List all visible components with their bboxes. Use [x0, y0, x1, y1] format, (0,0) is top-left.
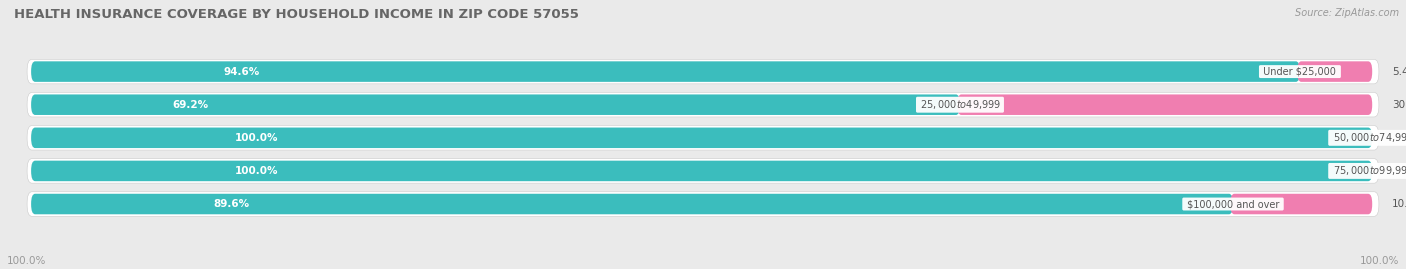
FancyBboxPatch shape — [27, 159, 1379, 183]
Text: $25,000 to $49,999: $25,000 to $49,999 — [918, 98, 1002, 111]
FancyBboxPatch shape — [957, 94, 1372, 115]
FancyBboxPatch shape — [1230, 194, 1372, 214]
FancyBboxPatch shape — [31, 194, 1233, 214]
FancyBboxPatch shape — [31, 161, 1372, 181]
Text: 100.0%: 100.0% — [235, 133, 278, 143]
Text: $75,000 to $99,999: $75,000 to $99,999 — [1330, 164, 1406, 178]
FancyBboxPatch shape — [1298, 61, 1372, 82]
Text: HEALTH INSURANCE COVERAGE BY HOUSEHOLD INCOME IN ZIP CODE 57055: HEALTH INSURANCE COVERAGE BY HOUSEHOLD I… — [14, 8, 579, 21]
FancyBboxPatch shape — [27, 93, 1379, 117]
Text: Under $25,000: Under $25,000 — [1260, 67, 1340, 77]
Text: 89.6%: 89.6% — [214, 199, 250, 209]
FancyBboxPatch shape — [31, 94, 960, 115]
Text: 10.4%: 10.4% — [1392, 199, 1406, 209]
FancyBboxPatch shape — [31, 128, 1372, 148]
Text: 100.0%: 100.0% — [235, 166, 278, 176]
FancyBboxPatch shape — [27, 59, 1379, 84]
Text: 94.6%: 94.6% — [224, 67, 260, 77]
Text: Source: ZipAtlas.com: Source: ZipAtlas.com — [1295, 8, 1399, 18]
Text: 30.8%: 30.8% — [1392, 100, 1406, 110]
Text: 5.4%: 5.4% — [1392, 67, 1406, 77]
Text: $100,000 and over: $100,000 and over — [1184, 199, 1282, 209]
Text: $50,000 to $74,999: $50,000 to $74,999 — [1330, 131, 1406, 144]
Text: 69.2%: 69.2% — [173, 100, 209, 110]
Text: 100.0%: 100.0% — [1360, 256, 1399, 266]
FancyBboxPatch shape — [27, 192, 1379, 216]
FancyBboxPatch shape — [31, 61, 1301, 82]
FancyBboxPatch shape — [27, 126, 1379, 150]
Text: 100.0%: 100.0% — [7, 256, 46, 266]
